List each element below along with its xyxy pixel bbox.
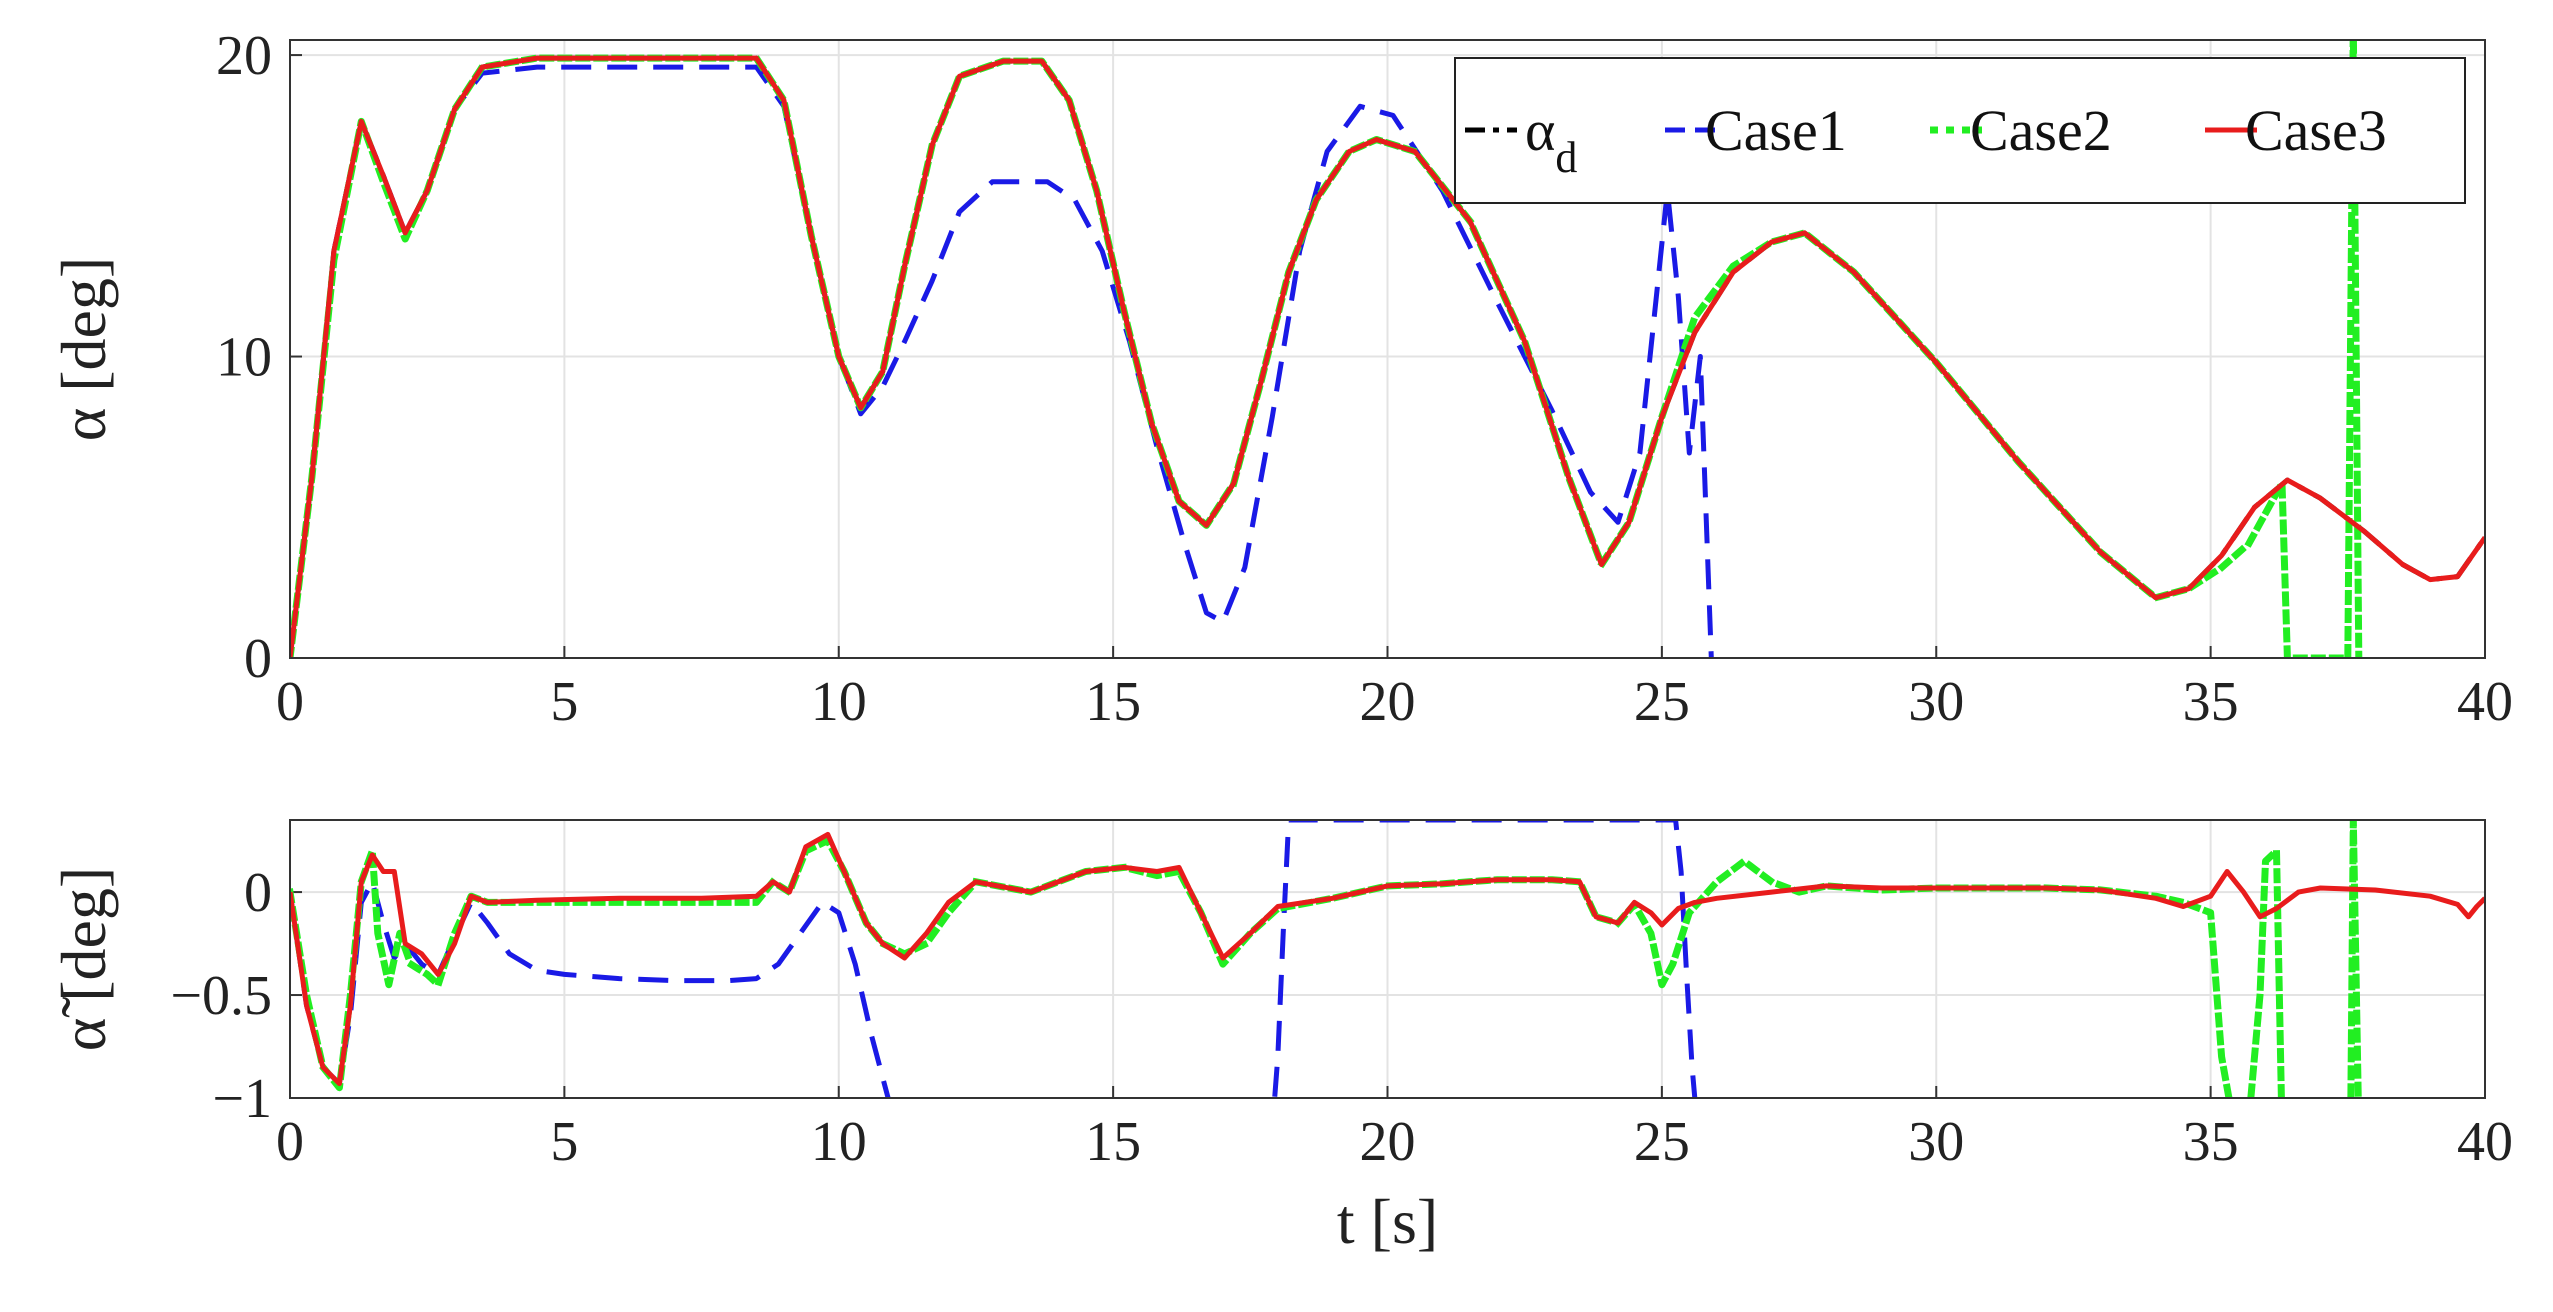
x-tick-label: 15 [1085, 1111, 1141, 1173]
series-group [290, 820, 2485, 1098]
x-tick-label: 20 [1360, 1111, 1416, 1173]
x-tick-label: 20 [1360, 671, 1416, 733]
x-tick-label: 5 [550, 1111, 578, 1173]
x-tick-label: 10 [811, 671, 867, 733]
y-axis-label: α̃ [deg] [48, 867, 119, 1052]
x-tick-label: 35 [2183, 671, 2239, 733]
x-tick-label: 5 [550, 671, 578, 733]
x-tick-label: 25 [1634, 671, 1690, 733]
legend-subscript: d [1555, 133, 1577, 182]
y-tick-label: 0 [244, 628, 272, 690]
legend: αd Case1 Case2 Case3 [1454, 57, 2466, 204]
bottom-panel-alpha-error: 0 5 10 15 20 25 30 35 40 0 −0.5 −1 α̃ [deg] t [s] [48, 819, 2513, 1257]
x-axis-label: t [s] [1337, 1186, 1438, 1257]
x-tick-label: 25 [1634, 1111, 1690, 1173]
axes-frame [289, 39, 2486, 659]
x-tick-label: 15 [1085, 671, 1141, 733]
x-tick-label: 35 [2183, 1111, 2239, 1173]
x-tick-label: 40 [2457, 671, 2513, 733]
legend-box [1454, 57, 2466, 204]
y-tick-label: 10 [216, 327, 272, 389]
series-line-case3 [290, 55, 2485, 658]
legend-label: Case3 [2245, 98, 2387, 163]
x-tick-label: 30 [1908, 1111, 1964, 1173]
y-tick-label: 0 [244, 862, 272, 924]
y-tick-label: −1 [212, 1068, 272, 1130]
y-tick-label: 20 [216, 25, 272, 87]
y-axis-label: α [deg] [48, 257, 119, 442]
legend-label: Case1 [1705, 98, 1847, 163]
x-tick-label: 10 [811, 1111, 867, 1173]
axes-frame [289, 819, 2486, 1099]
series-line-case3 [290, 831, 2485, 1087]
legend-label: Case2 [1970, 98, 2112, 163]
x-tick-label: 0 [276, 1111, 304, 1173]
x-tick-label: 30 [1908, 671, 1964, 733]
x-tick-label: 40 [2457, 1111, 2513, 1173]
y-tick-label: −0.5 [170, 965, 272, 1027]
series-group [290, 40, 2485, 658]
x-tick-label: 0 [276, 671, 304, 733]
